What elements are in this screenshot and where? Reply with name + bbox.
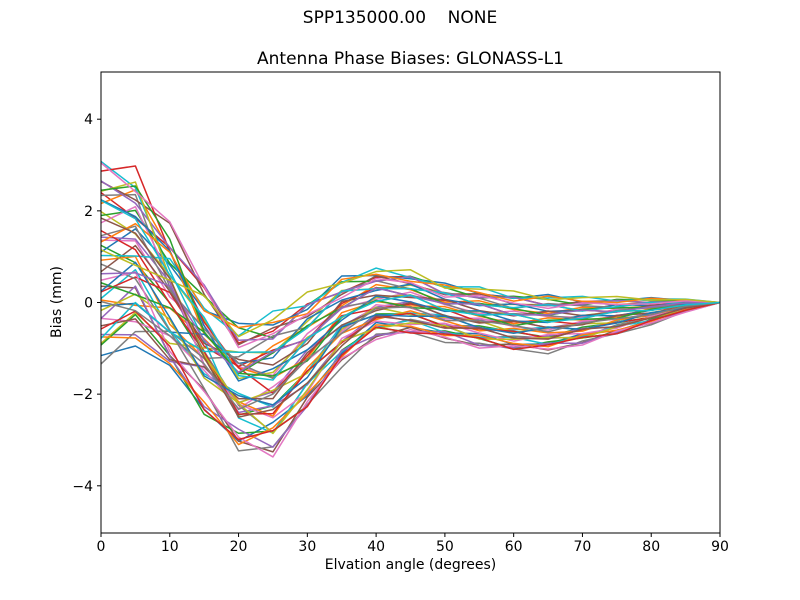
series-line <box>100 300 721 411</box>
series-line <box>100 285 721 448</box>
x-tick-label: 10 <box>161 539 179 555</box>
y-tick-label: 0 <box>84 296 93 312</box>
x-tick-label: 60 <box>505 539 523 555</box>
series-line <box>100 217 721 418</box>
series-line <box>100 301 721 441</box>
series-line <box>100 249 721 338</box>
y-axis-label: Bias (mm) <box>49 265 65 339</box>
series-line <box>100 261 721 406</box>
series-line <box>100 287 721 353</box>
y-tick-label: 2 <box>84 204 93 220</box>
x-tick-label: 0 <box>97 539 106 555</box>
series-line <box>100 180 721 342</box>
y-tick-label: −4 <box>72 479 93 495</box>
series-line <box>100 222 721 329</box>
x-tick-label: 40 <box>367 539 385 555</box>
x-tick-label: 20 <box>230 539 248 555</box>
y-tick-label: −2 <box>72 387 93 403</box>
figure-suptitle: SPP135000.00 NONE <box>302 8 498 28</box>
x-axis-label: Elvation angle (degrees) <box>324 557 497 573</box>
series-line <box>100 301 721 400</box>
x-tick-label: 90 <box>711 539 729 555</box>
series-line <box>100 162 721 349</box>
x-tick-label: 30 <box>298 539 316 555</box>
x-tick-label: 50 <box>436 539 454 555</box>
y-tick-label: 4 <box>84 112 93 128</box>
series-line <box>100 271 721 458</box>
series-line <box>100 254 721 337</box>
x-tick-label: 70 <box>574 539 592 555</box>
x-tick-label: 80 <box>642 539 660 555</box>
chart-title: Antenna Phase Biases: GLONASS-L1 <box>257 49 564 69</box>
series-line <box>100 199 721 381</box>
series-line <box>100 301 721 446</box>
